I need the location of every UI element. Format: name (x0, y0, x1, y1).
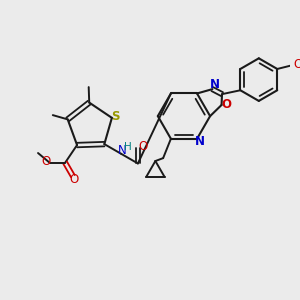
Text: O: O (293, 58, 300, 70)
Text: N: N (118, 144, 127, 158)
Text: N: N (210, 78, 220, 91)
Text: O: O (69, 172, 79, 185)
Text: N: N (195, 135, 205, 148)
Text: O: O (221, 98, 231, 112)
Text: S: S (112, 110, 120, 123)
Text: O: O (138, 140, 147, 152)
Text: O: O (41, 155, 50, 168)
Text: H: H (124, 142, 132, 152)
